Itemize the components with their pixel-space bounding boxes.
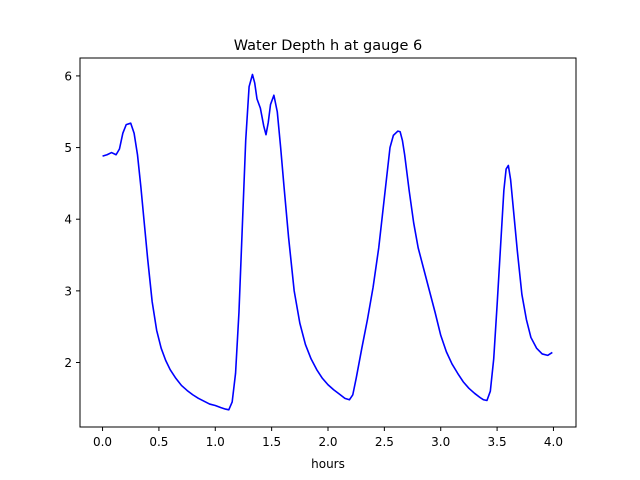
x-tick-label: 0.5 [149,435,168,449]
y-tick-label: 4 [64,213,72,227]
x-axis-label: hours [311,457,345,471]
y-tick-label: 6 [64,69,72,83]
series-line-0 [102,73,553,411]
x-tick-label: 0.0 [93,435,112,449]
x-axis: 0.0 0.5 1.0 1.5 2.0 2.5 3.0 3.5 4.0 [93,427,563,449]
x-tick-label: 3.5 [488,435,507,449]
chart-title: Water Depth h at gauge 6 [234,38,422,54]
x-tick-label: 4.0 [544,435,563,449]
x-tick-label: 3.0 [431,435,450,449]
x-tick-label: 1.5 [262,435,281,449]
y-tick-label: 3 [64,284,72,298]
x-tick-label: 2.5 [375,435,394,449]
x-tick-label: 1.0 [206,435,225,449]
y-axis: 2 3 4 5 6 [64,69,80,370]
y-tick-label: 5 [64,141,72,155]
y-tick-label: 2 [64,356,72,370]
x-tick-label: 2.0 [318,435,337,449]
series-layer [102,73,553,411]
